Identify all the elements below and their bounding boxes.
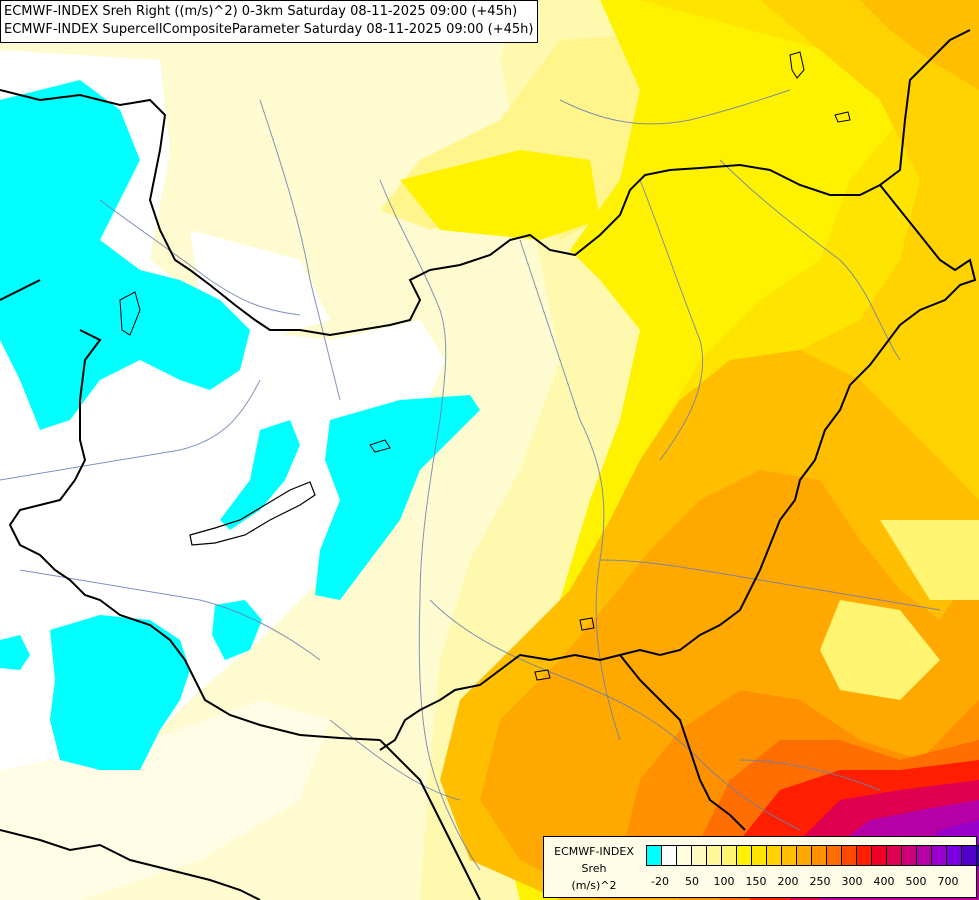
legend-swatch bbox=[931, 845, 947, 866]
lake-small-1 bbox=[369, 439, 391, 453]
legend-tick-label: 250 bbox=[809, 875, 831, 888]
legend-swatch bbox=[841, 845, 857, 866]
legend-parameter-label: Sreh bbox=[581, 862, 607, 875]
cyan-area-small-south bbox=[212, 600, 262, 660]
legend-swatch bbox=[976, 845, 979, 866]
legend-model-label: ECMWF-INDEX bbox=[554, 845, 634, 858]
legend-swatch bbox=[736, 845, 752, 866]
cyan-area-southwest bbox=[50, 615, 190, 770]
legend-swatch bbox=[961, 845, 977, 866]
legend-ticks: -20 50 100 150 200 250 300 400 500 700 bbox=[646, 875, 976, 891]
color-legend: ECMWF-INDEX Sreh (m/s)^2 -20 50 100 150 200 2… bbox=[543, 836, 979, 898]
legend-tick-label: -20 bbox=[651, 875, 669, 888]
border-west bbox=[8, 329, 381, 741]
legend-swatch bbox=[766, 845, 782, 866]
pale-region-south bbox=[0, 700, 330, 900]
title-line-1: ECMWF-INDEX Sreh Right ((m/s)^2) 0-3km S… bbox=[4, 4, 518, 19]
yellow-blob-north bbox=[400, 150, 600, 240]
legend-swatch bbox=[811, 845, 827, 866]
legend-tick-label: 100 bbox=[713, 875, 735, 888]
river-8 bbox=[599, 559, 941, 611]
legend-swatch bbox=[856, 845, 872, 866]
orange-zone-north bbox=[860, 0, 979, 90]
legend-tick-label: 400 bbox=[873, 875, 895, 888]
legend-tick-label: 700 bbox=[937, 875, 959, 888]
legend-swatches bbox=[646, 845, 979, 866]
cyan-area-northwest bbox=[0, 80, 250, 430]
cyan-area-center bbox=[315, 395, 480, 600]
river-12 bbox=[739, 759, 881, 791]
border-south bbox=[379, 739, 481, 900]
light-patch-east bbox=[820, 600, 940, 700]
legend-swatch bbox=[706, 845, 722, 866]
legend-swatch bbox=[751, 845, 767, 866]
lake-small-4 bbox=[579, 617, 595, 631]
border-north bbox=[0, 29, 971, 337]
legend-swatch bbox=[886, 845, 902, 866]
rivers bbox=[0, 89, 941, 871]
river-4 bbox=[379, 179, 481, 871]
map-title-box: ECMWF-INDEX Sreh Right ((m/s)^2) 0-3km S… bbox=[0, 0, 539, 43]
border-southwest bbox=[0, 829, 261, 900]
lake-small-3 bbox=[834, 111, 851, 123]
white-region-west bbox=[0, 50, 445, 770]
country-borders bbox=[0, 29, 977, 900]
river-9 bbox=[429, 599, 801, 831]
river-13 bbox=[559, 89, 791, 125]
legend-swatch bbox=[721, 845, 737, 866]
lake-balaton bbox=[189, 481, 316, 546]
river-2 bbox=[99, 199, 301, 316]
legend-swatch bbox=[676, 845, 692, 866]
river-6 bbox=[639, 179, 704, 461]
legend-swatch bbox=[646, 845, 662, 866]
river-11 bbox=[19, 569, 321, 661]
river-3 bbox=[259, 99, 341, 401]
legend-tick-label: 500 bbox=[905, 875, 927, 888]
legend-tick-label: 150 bbox=[745, 875, 767, 888]
river-7 bbox=[719, 159, 901, 361]
border-east bbox=[379, 184, 977, 751]
legend-tick-label: 50 bbox=[685, 875, 699, 888]
legend-tick-label: 200 bbox=[777, 875, 799, 888]
cyan-area-edge bbox=[0, 635, 30, 670]
legend-swatch bbox=[871, 845, 887, 866]
river-1 bbox=[0, 379, 261, 481]
legend-swatch bbox=[691, 845, 707, 866]
legend-swatch bbox=[826, 845, 842, 866]
legend-swatch bbox=[901, 845, 917, 866]
border-nw-small bbox=[0, 279, 41, 301]
title-line-2: ECMWF-INDEX SupercellCompositeParameter … bbox=[4, 22, 534, 37]
legend-swatch bbox=[781, 845, 797, 866]
border-southeast bbox=[619, 654, 746, 831]
lake-small-6 bbox=[119, 291, 141, 336]
river-10 bbox=[329, 719, 461, 801]
river-5 bbox=[519, 239, 621, 741]
legend-tick-label: 300 bbox=[841, 875, 863, 888]
cyan-area-west-small bbox=[0, 250, 20, 310]
legend-swatch bbox=[946, 845, 962, 866]
light-patch-east-2 bbox=[880, 520, 979, 600]
cyan-area-center-small bbox=[220, 420, 300, 530]
legend-swatch bbox=[916, 845, 932, 866]
legend-unit-label: (m/s)^2 bbox=[571, 879, 617, 892]
legend-swatch bbox=[796, 845, 812, 866]
lake-small-5 bbox=[534, 669, 551, 681]
legend-swatch bbox=[661, 845, 677, 866]
lake-small-2 bbox=[789, 51, 805, 79]
